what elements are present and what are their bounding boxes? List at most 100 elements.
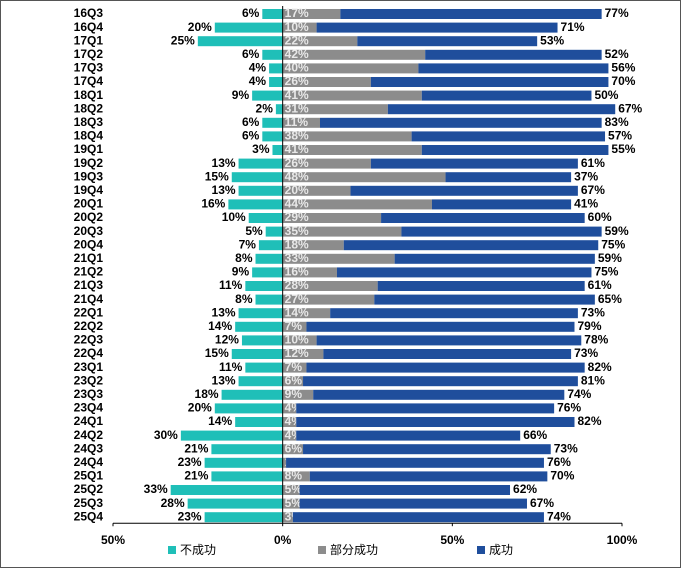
value-label: 6%	[242, 47, 260, 61]
value-label: 13%	[212, 156, 236, 170]
category-label: 22Q2	[74, 319, 104, 333]
value-label: 7%	[285, 319, 303, 333]
value-label: 25%	[171, 33, 195, 47]
value-label: 7%	[239, 237, 257, 251]
bar-segment	[401, 226, 602, 237]
value-label: 13%	[212, 305, 236, 319]
category-label: 20Q2	[74, 210, 104, 224]
bar-segment	[306, 321, 575, 332]
value-label: 4%	[249, 74, 267, 88]
bar-segment	[357, 36, 538, 47]
value-label: 28%	[285, 278, 309, 292]
value-label: 6%	[242, 129, 260, 143]
category-label: 19Q3	[74, 169, 104, 183]
value-label: 29%	[285, 210, 309, 224]
bar-segment	[425, 49, 602, 60]
value-label: 20%	[285, 183, 309, 197]
category-label: 24Q2	[74, 428, 104, 442]
legend-swatch	[318, 546, 326, 554]
bar-segment	[292, 512, 544, 523]
bar-segment	[252, 90, 283, 101]
category-label: 23Q3	[74, 387, 104, 401]
bar-segment	[282, 335, 317, 346]
value-label: 13%	[212, 183, 236, 197]
value-label: 48%	[285, 169, 309, 183]
value-label: 77%	[605, 6, 629, 20]
value-label: 16%	[285, 265, 309, 279]
category-label: 22Q4	[74, 346, 104, 360]
bar-segment	[340, 9, 602, 19]
value-label: 57%	[608, 129, 632, 143]
value-label: 14%	[285, 305, 309, 319]
value-label: 31%	[285, 101, 309, 115]
category-label: 19Q2	[74, 156, 104, 170]
value-label: 9%	[232, 88, 250, 102]
bar-segment	[245, 362, 283, 373]
bar-segment	[330, 308, 578, 319]
value-label: 61%	[581, 156, 605, 170]
category-label: 23Q1	[74, 360, 104, 374]
value-label: 56%	[611, 61, 635, 75]
value-label: 9%	[285, 387, 303, 401]
value-label: 8%	[235, 292, 253, 306]
category-label: 24Q3	[74, 441, 104, 455]
bar-segment	[262, 9, 283, 19]
value-label: 21%	[184, 441, 208, 455]
category-label: 19Q1	[74, 142, 104, 156]
value-label: 66%	[523, 428, 547, 442]
value-label: 13%	[212, 373, 236, 387]
value-label: 10%	[222, 210, 246, 224]
bar-segment	[282, 158, 371, 169]
bar-segment	[313, 389, 565, 400]
bar-segment	[411, 131, 606, 142]
category-label: 24Q4	[74, 455, 104, 469]
bar-segment	[282, 49, 426, 60]
value-label: 37%	[574, 169, 598, 183]
bar-segment	[282, 9, 341, 19]
value-label: 73%	[581, 305, 605, 319]
value-label: 8%	[285, 469, 303, 483]
value-label: 6%	[242, 115, 260, 129]
value-label: 71%	[561, 20, 585, 34]
value-label: 8%	[235, 251, 253, 265]
value-label: 5%	[285, 496, 303, 510]
category-label: 18Q1	[74, 88, 104, 102]
value-label: 65%	[598, 292, 622, 306]
x-tick-label: 50%	[440, 533, 464, 547]
value-label: 20%	[188, 401, 212, 415]
value-label: 75%	[601, 237, 625, 251]
value-label: 41%	[574, 197, 598, 211]
value-label: 62%	[513, 482, 537, 496]
bar-segment	[296, 430, 521, 441]
category-label: 20Q1	[74, 197, 104, 211]
bar-segment	[421, 145, 609, 155]
value-label: 76%	[547, 455, 571, 469]
bar-segment	[316, 335, 582, 346]
value-label: 59%	[598, 251, 622, 265]
category-label: 22Q3	[74, 333, 104, 347]
bar-segment	[282, 22, 317, 33]
bar-segment	[214, 403, 283, 414]
bar-segment	[309, 471, 548, 482]
value-label: 10%	[285, 20, 309, 34]
bar-segment	[235, 417, 283, 427]
value-label: 15%	[205, 346, 229, 360]
category-label: 22Q1	[74, 305, 104, 319]
value-label: 26%	[285, 74, 309, 88]
legend-label: 不成功	[180, 543, 216, 557]
value-label: 59%	[605, 224, 629, 238]
bar-segment	[262, 117, 283, 128]
value-label: 6%	[242, 6, 260, 20]
value-label: 26%	[285, 156, 309, 170]
bar-segment	[282, 226, 402, 237]
x-tick-label: 100%	[607, 533, 638, 547]
value-label: 27%	[285, 292, 309, 306]
bar-segment	[272, 145, 283, 155]
category-label: 18Q2	[74, 101, 104, 115]
bar-segment	[282, 172, 446, 183]
category-label: 20Q4	[74, 237, 104, 251]
bar-segment	[387, 104, 616, 115]
bar-segment	[282, 253, 395, 264]
bar-segment	[282, 294, 375, 305]
bar-segment	[370, 158, 578, 169]
